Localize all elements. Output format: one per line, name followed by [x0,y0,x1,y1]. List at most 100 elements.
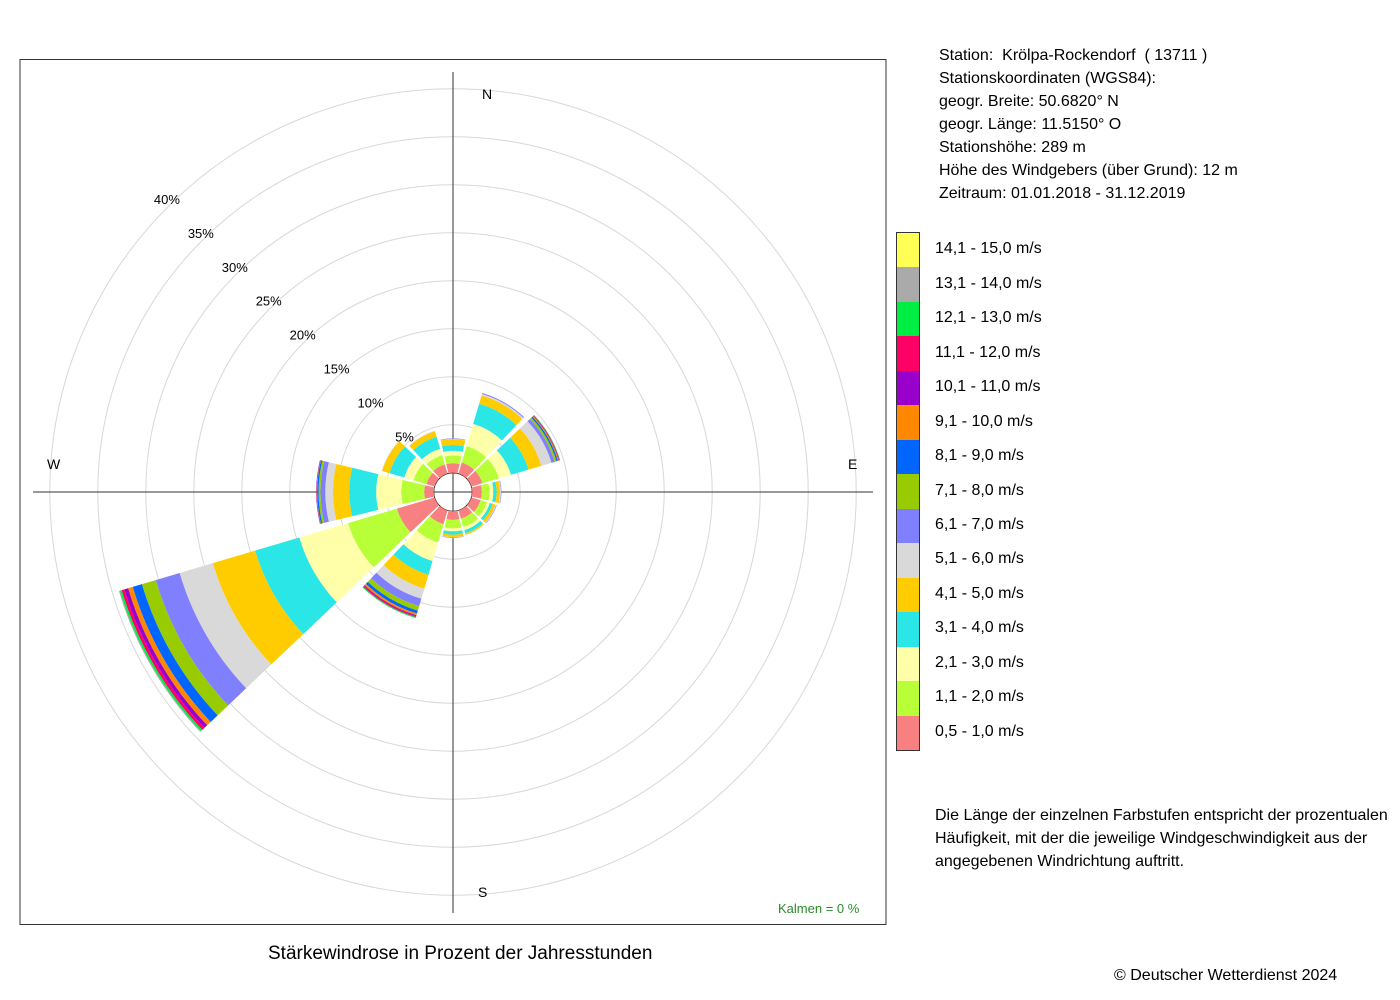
legend-label: 14,1 - 15,0 m/s [935,240,1042,258]
wedge-segment [367,578,420,611]
wedge-segment [495,481,501,503]
wedge-segment [421,448,443,465]
legend-swatch [897,474,919,509]
wedge-segment [364,583,418,616]
wedge-segment [325,462,337,522]
legend-label: 7,1 - 8,0 m/s [935,481,1024,499]
compass-axes [33,72,873,913]
legend-swatch [897,267,919,302]
legend-swatch [897,336,919,371]
legend-label: 1,1 - 2,0 m/s [935,688,1024,706]
wedge-segment [529,417,557,462]
wedge-segment [499,480,502,504]
radial-tick-label: 30% [222,260,248,275]
legend-label: 6,1 - 7,0 m/s [935,515,1024,533]
radial-tick-label: 15% [324,362,350,377]
wedge-segment [320,461,329,523]
wedge-segment [429,505,448,525]
wedge-segment [492,481,497,503]
wedge-segment [519,421,552,466]
compass-label-e: E [848,456,857,472]
wedge-segment [382,441,405,474]
wedge-segment [255,537,337,635]
station-name: Station: Krölpa-Rockendorf ( 13711 ) [939,47,1208,64]
explanation-note: Die Länge der einzelnen Farbstufen entsp… [935,807,1388,870]
wedge-segment [531,416,558,462]
wind-wedges [118,393,561,732]
wedge-segment [316,460,321,524]
legend-swatch [897,681,919,716]
legend-swatch [897,370,919,406]
wedge-segment [444,519,462,529]
wedge-segment [466,423,502,458]
wedge-segment [409,431,437,451]
wedge-segment [466,470,483,487]
station-longitude: geogr. Länge: 11.5150° O [939,116,1122,133]
wedge-segment [371,572,422,607]
wedge-segment [424,485,435,499]
wedge-segment [442,536,464,539]
compass-label-s: S [478,884,487,900]
legend-swatch [897,715,919,750]
calm-label: Kalmen = 0 % [778,901,860,916]
legend-label: 0,5 - 1,0 m/s [935,722,1024,740]
radial-tick-label: 20% [290,328,316,343]
wedge-segment [488,482,494,502]
wedge-segment [443,527,463,532]
wedge-segment [404,456,424,481]
wedge-segment [396,497,440,533]
wedge-segment [443,450,463,457]
wedge-segment [458,505,473,519]
wedge-segment [389,446,417,478]
wedge-segment [426,472,440,487]
radial-tick-label: 35% [188,226,214,241]
wedge-segment [475,458,500,484]
chart-caption: Stärkewindrose in Prozent der Jahresstun… [268,943,653,964]
legend-swatch [897,405,919,440]
legend-swatch [897,646,919,682]
wedge-segment [487,450,511,479]
wedge-segment [443,530,463,535]
legend-swatch [897,577,919,613]
wedge-segment [349,467,379,517]
wedge-segment [480,502,493,521]
legend-swatch [897,508,919,544]
wedge-segment [527,418,555,463]
wedge-segment [365,581,418,614]
radial-tick-label: 25% [256,294,282,309]
legend-swatch [897,439,919,475]
wedge-segment [401,479,425,505]
wedge-segment [179,563,272,689]
station-elevation: Stationshöhe: 289 m [939,139,1086,156]
wedge-segment [440,438,466,441]
radial-tick-label: 5% [395,429,414,444]
wedge-segment [416,516,444,543]
legend-label: 5,1 - 6,0 m/s [935,550,1024,568]
legend-label: 12,1 - 13,0 m/s [935,309,1042,327]
wedge-segment [479,395,523,426]
station-latitude: geogr. Breite: 50.6820° N [939,93,1119,110]
wedge-segment [393,544,433,575]
wedge-segment [318,460,325,524]
wedge-segment [446,510,460,520]
wedge-segment [471,485,482,499]
legend-label: 2,1 - 3,0 m/s [935,653,1024,671]
radial-tick-label: 40% [154,192,180,207]
legend-label: 8,1 - 9,0 m/s [935,447,1024,465]
wedge-segment [498,480,501,504]
wedge-segment [317,460,323,524]
copyright: © Deutscher Wetterdienst 2024 [1114,967,1338,984]
wedge-segment [481,483,490,501]
wedge-segment [128,586,211,726]
legend-swatch [897,543,919,578]
wedge-segment [465,523,484,535]
wedge-segment [464,520,483,534]
wedge-segment [426,455,445,472]
wedge-segment [403,530,438,562]
legend-label: 11,1 - 12,0 m/s [935,343,1041,361]
wedge-segment [442,535,464,538]
wedge-segment [461,445,487,470]
wedge-segment [458,462,475,479]
legend-label: 4,1 - 5,0 m/s [935,584,1024,602]
radial-tick-label: 10% [358,396,384,411]
